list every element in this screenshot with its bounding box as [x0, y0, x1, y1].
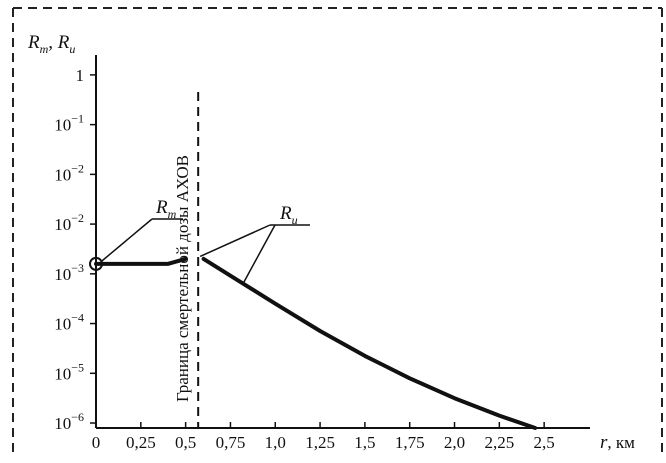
y-ticks: 1 10−1 10−2 10−2 10−3 10−4 10−5 10−6: [54, 66, 96, 433]
page-border: [12, 7, 663, 455]
y-tick-label-1: 10−1: [54, 112, 84, 135]
x-tick-label-10: 2,5: [534, 433, 555, 452]
rt-label-sub: т: [168, 207, 177, 221]
ri-label-sub: и: [292, 213, 298, 227]
x-tick-label-3: 0,75: [216, 433, 246, 452]
x-axis: 0 0,25 0,5 0,75 1,0 1,25 1,5 1,75 2,0 2,25 2,5 r, …: [92, 422, 635, 453]
x-tick-label-9: 2,25: [484, 433, 514, 452]
x-tick-label-1: 0,25: [126, 433, 156, 452]
y-tick-label-3: 10−2: [54, 211, 84, 234]
boundary-label: Граница смертельной дозы АХОВ: [173, 155, 192, 402]
y-label-sep: ,: [48, 32, 58, 53]
series-line-0: [94, 256, 188, 266]
y-label-main2: R: [57, 32, 70, 53]
x-tick-label-2: 0,5: [175, 433, 196, 452]
ri-label-main: R: [279, 203, 292, 224]
x-tick-label-0: 0: [92, 433, 101, 452]
y-axis-label: Rт, Rи: [27, 32, 75, 56]
x-tick-label-5: 1,25: [305, 433, 335, 452]
x-label-unit: , км: [607, 433, 635, 452]
y-tick-label-0: 1: [76, 66, 85, 85]
x-tick-label-6: 1,5: [354, 433, 375, 452]
ri-leader-line-boundary: [199, 224, 271, 258]
rt-label-main: R: [155, 197, 168, 218]
y-label-sub2: и: [69, 42, 75, 56]
y-axis: 1 10−1 10−2 10−2 10−3 10−4 10−5 10−6 Rт, Rи: [27, 32, 97, 433]
x-ticks: 0 0,25 0,5 0,75 1,0 1,25 1,5 1,75 2,0 2,25 2,5: [92, 422, 555, 452]
rt-label: Rт: [155, 197, 177, 221]
y-label-main1: R: [27, 32, 40, 53]
series-line-1: [201, 256, 538, 430]
x-label-var: r: [600, 432, 608, 453]
rt-start-marker: [89, 256, 103, 271]
series-layer: [94, 256, 538, 430]
x-tick-label-8: 2,0: [444, 433, 465, 452]
annotation-rt: Rт: [89, 197, 183, 271]
rt-leader-line: [101, 218, 153, 262]
x-tick-label-7: 1,75: [395, 433, 425, 452]
y-label-sub1: т: [40, 42, 49, 56]
y-tick-label-4: 10−3: [54, 261, 84, 284]
y-tick-label-6: 10−5: [54, 360, 84, 383]
y-tick-label-2: 10−2: [54, 161, 84, 184]
x-axis-label: r, км: [600, 432, 635, 453]
boundary-marker: Граница смертельной дозы АХОВ: [173, 92, 200, 428]
y-tick-label-7: 10−6: [54, 410, 84, 433]
annotation-ri: Rи: [199, 203, 310, 285]
ri-leader-line-curve: [242, 224, 276, 285]
y-tick-label-5: 10−4: [54, 311, 84, 334]
x-tick-label-4: 1,0: [265, 433, 286, 452]
ri-label: Rи: [279, 203, 298, 227]
